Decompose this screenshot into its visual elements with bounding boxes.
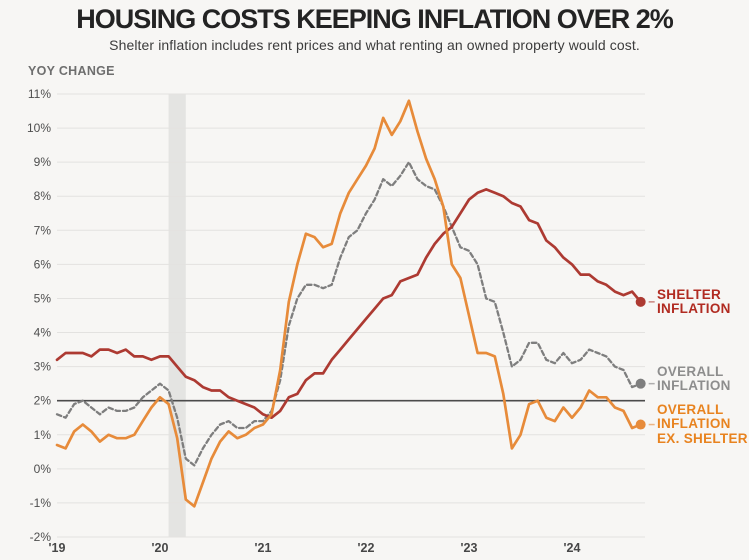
overall-inflation-label: OVERALL INFLATION [657, 364, 731, 394]
ex-shelter-line [55, 99, 643, 508]
x-tick-label: '24 [564, 541, 581, 555]
shelter-end-dot [635, 296, 646, 307]
y-tick-label: 10% [27, 121, 51, 135]
x-tick-label: '23 [461, 541, 478, 555]
y-tick-label: 6% [34, 257, 52, 271]
chart-title: HOUSING COSTS KEEPING INFLATION OVER 2% [76, 4, 674, 34]
y-tick-label: 9% [34, 155, 52, 169]
y-tick-label: -2% [30, 530, 52, 544]
x-tick-label: '22 [358, 541, 375, 555]
shelter-line [55, 188, 643, 420]
y-tick-label: 8% [34, 189, 52, 203]
x-tick-label: '20 [152, 541, 169, 555]
ex-shelter-end-dot [635, 419, 646, 430]
chart-subtitle: Shelter inflation includes rent prices a… [109, 37, 640, 53]
y-tick-label: 1% [34, 428, 52, 442]
overall-end-dot [635, 378, 646, 389]
y-tick-label: 3% [34, 360, 52, 374]
overall-inflation-ex-shelter-label: OVERALL INFLATION EX. SHELTER [657, 402, 748, 446]
y-tick-label: 4% [34, 326, 52, 340]
y-tick-label: 0% [34, 462, 52, 476]
y-tick-label: -1% [30, 496, 52, 510]
recession-band [168, 94, 186, 537]
shelter-inflation-label: SHELTER INFLATION [657, 287, 731, 317]
y-tick-label: 11% [28, 87, 51, 101]
y-tick-label: 7% [34, 223, 52, 237]
x-tick-label: '21 [255, 541, 272, 555]
y-axis-title: YOY CHANGE [28, 64, 115, 78]
overall-line [55, 161, 642, 467]
y-tick-label: 2% [34, 394, 52, 408]
y-tick-label: 5% [34, 291, 52, 305]
x-tick-label: '19 [49, 541, 66, 555]
